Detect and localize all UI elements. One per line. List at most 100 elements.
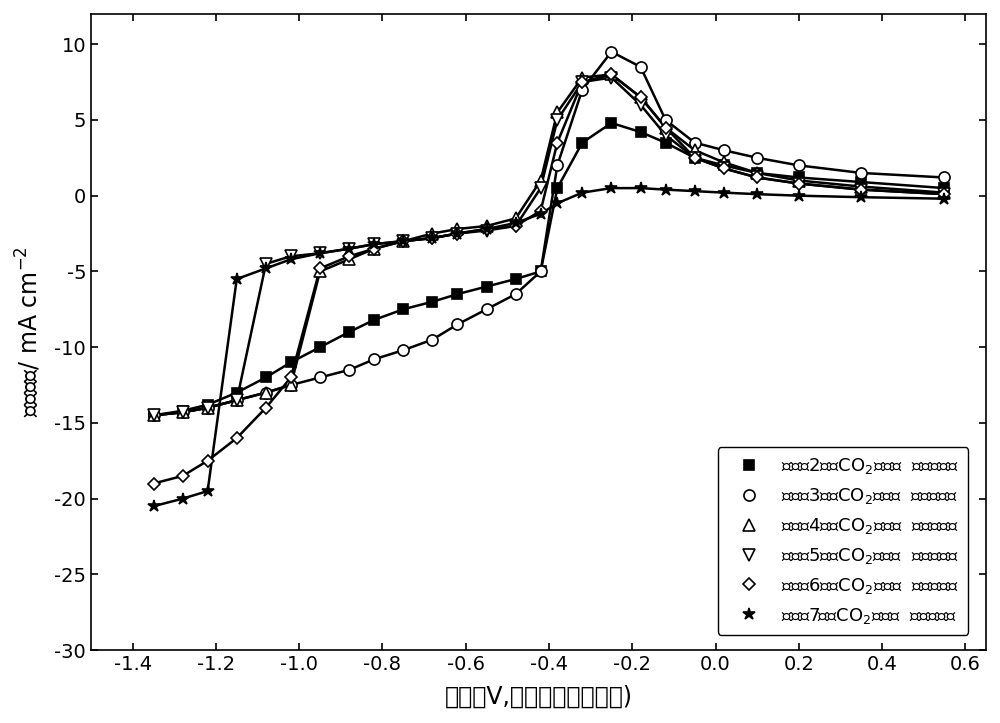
实施例7中的CO$_2$电化学  还原催化剂	[314, 249, 326, 257]
实施例2中的CO$_2$电化学  还原催化剂	[938, 184, 950, 192]
实施例3中的CO$_2$电化学  还原催化剂	[343, 366, 355, 375]
实施例6中的CO$_2$电化学  还原催化剂	[535, 207, 547, 215]
实施例6中的CO$_2$电化学  还原催化剂	[260, 403, 272, 412]
实施例7中的CO$_2$电化学  还原催化剂	[793, 192, 805, 200]
实施例7中的CO$_2$电化学  还原催化剂	[148, 502, 160, 510]
实施例6中的CO$_2$电化学  还原催化剂	[177, 471, 189, 480]
实施例3中的CO$_2$电化学  还原催化剂	[751, 153, 763, 162]
实施例4中的CO$_2$电化学  还原催化剂	[177, 408, 189, 416]
实施例3中的CO$_2$电化学  还原催化剂	[285, 381, 297, 390]
实施例3中的CO$_2$电化学  还原催化剂	[855, 168, 867, 177]
实施例2中的CO$_2$电化学  还原催化剂	[535, 267, 547, 275]
Line: 实施例2中的CO$_2$电化学  还原催化剂: 实施例2中的CO$_2$电化学 还原催化剂	[149, 118, 949, 420]
实施例4中的CO$_2$电化学  还原催化剂	[368, 244, 380, 253]
实施例2中的CO$_2$电化学  还原催化剂	[751, 168, 763, 177]
实施例7中的CO$_2$电化学  还原催化剂	[343, 244, 355, 253]
实施例3中的CO$_2$电化学  还原催化剂	[718, 146, 730, 155]
实施例2中的CO$_2$电化学  还原催化剂	[635, 128, 647, 137]
实施例4中的CO$_2$电化学  还原催化剂	[551, 108, 563, 116]
实施例3中的CO$_2$电化学  还原催化剂	[231, 396, 243, 405]
实施例5中的CO$_2$电化学  还原催化剂	[793, 179, 805, 188]
实施例7中的CO$_2$电化学  还原催化剂	[510, 218, 522, 227]
实施例5中的CO$_2$电化学  还原催化剂	[855, 185, 867, 194]
实施例3中的CO$_2$电化学  还原催化剂	[314, 373, 326, 382]
实施例4中的CO$_2$电化学  还原催化剂	[689, 146, 701, 155]
实施例4中的CO$_2$电化学  还原催化剂	[635, 93, 647, 101]
实施例2中的CO$_2$电化学  还原催化剂	[605, 119, 617, 127]
实施例3中的CO$_2$电化学  还原催化剂	[148, 411, 160, 419]
实施例7中的CO$_2$电化学  还原催化剂	[481, 225, 493, 234]
实施例7中的CO$_2$电化学  还原催化剂	[576, 188, 588, 197]
实施例4中的CO$_2$电化学  还原催化剂	[605, 70, 617, 79]
实施例3中的CO$_2$电化学  还原催化剂	[368, 355, 380, 364]
实施例6中的CO$_2$电化学  还原催化剂	[751, 173, 763, 181]
实施例7中的CO$_2$电化学  还原催化剂	[718, 188, 730, 197]
实施例7中的CO$_2$电化学  还原催化剂	[551, 199, 563, 208]
实施例6中的CO$_2$电化学  还原催化剂	[314, 264, 326, 273]
实施例5中的CO$_2$电化学  还原催化剂	[148, 411, 160, 419]
实施例2中的CO$_2$电化学  还原催化剂	[148, 411, 160, 419]
实施例3中的CO$_2$电化学  还原催化剂	[551, 161, 563, 170]
实施例2中的CO$_2$电化学  还原催化剂	[314, 343, 326, 351]
实施例2中的CO$_2$电化学  还原催化剂	[793, 173, 805, 181]
实施例7中的CO$_2$电化学  还原催化剂	[635, 184, 647, 192]
实施例2中的CO$_2$电化学  还原催化剂	[576, 138, 588, 147]
实施例3中的CO$_2$电化学  还原催化剂	[605, 48, 617, 56]
实施例2中的CO$_2$电化学  还原催化剂	[718, 161, 730, 170]
实施例2中的CO$_2$电化学  还原催化剂	[177, 406, 189, 415]
实施例2中的CO$_2$电化学  还原催化剂	[260, 373, 272, 382]
实施例3中的CO$_2$电化学  还原催化剂	[689, 138, 701, 147]
实施例4中的CO$_2$电化学  还原催化剂	[793, 176, 805, 185]
实施例3中的CO$_2$电化学  还原催化剂	[426, 335, 438, 344]
实施例6中的CO$_2$电化学  还原催化剂	[718, 164, 730, 173]
实施例4中的CO$_2$电化学  还原催化剂	[260, 388, 272, 397]
实施例4中的CO$_2$电化学  还原催化剂	[576, 73, 588, 82]
实施例5中的CO$_2$电化学  还原催化剂	[535, 184, 547, 192]
实施例5中的CO$_2$电化学  还原催化剂	[551, 116, 563, 124]
实施例3中的CO$_2$电化学  还原催化剂	[451, 320, 463, 329]
实施例5中的CO$_2$电化学  还原催化剂	[660, 131, 672, 140]
实施例5中的CO$_2$电化学  还原催化剂	[343, 244, 355, 253]
实施例3中的CO$_2$电化学  还原催化剂	[397, 346, 409, 354]
实施例3中的CO$_2$电化学  还原催化剂	[793, 161, 805, 170]
实施例4中的CO$_2$电化学  还原催化剂	[343, 255, 355, 264]
实施例6中的CO$_2$电化学  还原催化剂	[426, 234, 438, 242]
实施例4中的CO$_2$电化学  还原催化剂	[451, 225, 463, 234]
实施例7中的CO$_2$电化学  还原催化剂	[605, 184, 617, 192]
Legend: 实施例2中的CO$_2$电化学  还原催化剂, 实施例3中的CO$_2$电化学  还原催化剂, 实施例4中的CO$_2$电化学  还原催化剂, 实施例5中的CO: 实施例2中的CO$_2$电化学 还原催化剂, 实施例3中的CO$_2$电化学 还…	[718, 447, 968, 635]
Line: 实施例5中的CO$_2$电化学  还原催化剂: 实施例5中的CO$_2$电化学 还原催化剂	[148, 72, 950, 421]
Line: 实施例3中的CO$_2$电化学  还原催化剂: 实施例3中的CO$_2$电化学 还原催化剂	[148, 46, 950, 421]
实施例7中的CO$_2$电化学  还原催化剂	[451, 229, 463, 238]
实施例5中的CO$_2$电化学  还原催化剂	[368, 240, 380, 249]
实施例7中的CO$_2$电化学  还原催化剂	[260, 264, 272, 273]
实施例6中的CO$_2$电化学  还原催化剂	[481, 225, 493, 234]
实施例5中的CO$_2$电化学  还原催化剂	[481, 226, 493, 235]
实施例7中的CO$_2$电化学  还原催化剂	[397, 237, 409, 246]
实施例4中的CO$_2$电化学  还原催化剂	[314, 267, 326, 275]
X-axis label: 电位（V,相对于标准氢电极): 电位（V,相对于标准氢电极)	[445, 685, 633, 709]
实施例2中的CO$_2$电化学  还原催化剂	[202, 401, 214, 409]
实施例2中的CO$_2$电化学  还原催化剂	[426, 297, 438, 306]
实施例7中的CO$_2$电化学  还原催化剂	[660, 185, 672, 194]
实施例4中的CO$_2$电化学  还原催化剂	[481, 222, 493, 231]
实施例4中的CO$_2$电化学  还原催化剂	[751, 168, 763, 177]
实施例2中的CO$_2$电化学  还原催化剂	[855, 178, 867, 187]
实施例4中的CO$_2$电化学  还原催化剂	[660, 123, 672, 132]
实施例7中的CO$_2$电化学  还原催化剂	[426, 234, 438, 242]
实施例6中的CO$_2$电化学  还原催化剂	[285, 373, 297, 382]
实施例2中的CO$_2$电化学  还原催化剂	[231, 388, 243, 397]
实施例5中的CO$_2$电化学  还原催化剂	[751, 173, 763, 181]
实施例6中的CO$_2$电化学  还原催化剂	[343, 252, 355, 260]
实施例6中的CO$_2$电化学  还原催化剂	[368, 244, 380, 253]
实施例7中的CO$_2$电化学  还原催化剂	[368, 240, 380, 249]
实施例6中的CO$_2$电化学  还原催化剂	[231, 434, 243, 442]
Line: 实施例4中的CO$_2$电化学  还原催化剂: 实施例4中的CO$_2$电化学 还原催化剂	[148, 69, 950, 421]
实施例6中的CO$_2$电化学  还原催化剂	[635, 93, 647, 101]
实施例3中的CO$_2$电化学  还原催化剂	[177, 408, 189, 416]
实施例4中的CO$_2$电化学  还原催化剂	[510, 214, 522, 223]
实施例3中的CO$_2$电化学  还原催化剂	[938, 173, 950, 181]
实施例4中的CO$_2$电化学  还原催化剂	[938, 188, 950, 197]
实施例6中的CO$_2$电化学  还原催化剂	[605, 70, 617, 79]
实施例2中的CO$_2$电化学  还原催化剂	[451, 290, 463, 299]
实施例7中的CO$_2$电化学  还原催化剂	[535, 210, 547, 218]
